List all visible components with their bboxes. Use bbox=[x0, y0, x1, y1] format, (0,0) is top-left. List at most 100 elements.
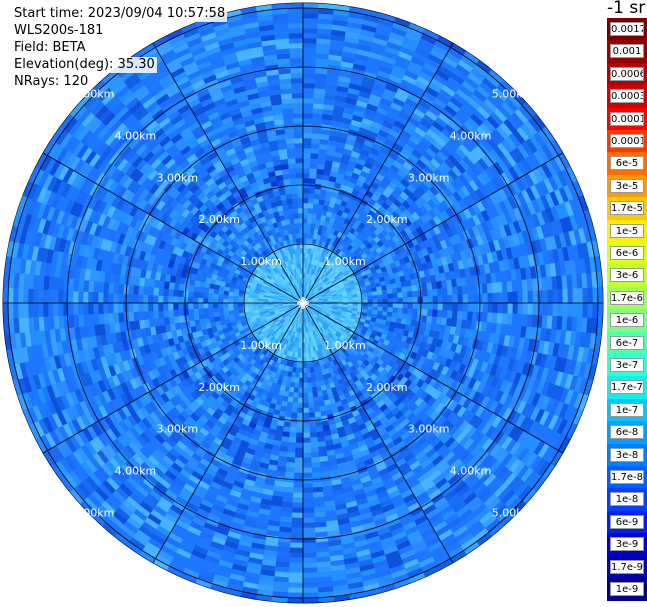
ppi-cell bbox=[227, 298, 234, 304]
ppi-cell bbox=[7, 287, 14, 304]
ppi-cell bbox=[137, 311, 145, 321]
ppi-cell bbox=[302, 462, 312, 469]
ppi-cell bbox=[289, 557, 304, 564]
ppi-cell bbox=[127, 293, 134, 304]
ppi-cell bbox=[292, 492, 304, 499]
ppi-cell bbox=[294, 457, 304, 464]
ppi-cell bbox=[288, 562, 304, 569]
ppi-cell bbox=[302, 422, 310, 429]
ppi-cell bbox=[286, 401, 293, 408]
ppi-cell bbox=[291, 402, 299, 409]
ppi-cell bbox=[302, 582, 319, 589]
ppi-cell bbox=[208, 312, 215, 319]
ppi-cell bbox=[295, 442, 304, 449]
ppi-cell bbox=[162, 295, 169, 304]
ppi-cell bbox=[162, 302, 169, 311]
ppi-cell bbox=[310, 451, 320, 459]
ppi-cell bbox=[302, 387, 308, 394]
ppi-cell bbox=[157, 310, 165, 319]
ppi-cell bbox=[472, 302, 479, 313]
ppi-cell bbox=[290, 527, 304, 534]
ppi-cell bbox=[288, 437, 297, 444]
ppi-cell bbox=[293, 387, 299, 394]
ppi-cell bbox=[302, 432, 311, 439]
ppi-cell bbox=[197, 307, 204, 315]
ppi-cell bbox=[417, 302, 424, 310]
ppi-cell bbox=[292, 497, 304, 504]
ppi-cell bbox=[97, 292, 104, 304]
ppi-cell bbox=[237, 305, 244, 311]
ppi-cell bbox=[302, 552, 317, 559]
ppi-cell bbox=[12, 287, 19, 304]
ppi-cell bbox=[294, 452, 304, 459]
ppi-cell bbox=[290, 522, 304, 529]
ppi-cell bbox=[117, 293, 124, 304]
ppi-cell bbox=[187, 290, 194, 298]
ppi-cell bbox=[291, 407, 298, 414]
ppi-cell bbox=[397, 307, 404, 314]
ppi-cell bbox=[387, 302, 394, 308]
ppi-cell bbox=[47, 302, 54, 317]
ppi-cell bbox=[203, 312, 210, 319]
ppi-cell bbox=[203, 287, 210, 294]
ppi-cell bbox=[172, 289, 179, 297]
ppi-cell bbox=[310, 371, 315, 378]
ppi-cell bbox=[293, 467, 304, 474]
ppi-cell bbox=[102, 302, 109, 314]
ppi-cell bbox=[311, 386, 318, 393]
ppi-cell bbox=[292, 502, 304, 509]
ppi-cell bbox=[302, 517, 315, 524]
ppi-cell bbox=[294, 462, 304, 469]
ppi-cell bbox=[3, 287, 9, 304]
ppi-cell bbox=[306, 367, 311, 374]
ppi-cell bbox=[182, 296, 189, 304]
ppi-cell bbox=[302, 417, 310, 424]
ppi-cell bbox=[382, 302, 389, 308]
ppi-cell bbox=[507, 302, 514, 315]
ppi-cell bbox=[217, 293, 224, 300]
ppi-cell bbox=[147, 302, 154, 312]
ppi-cell bbox=[157, 295, 164, 304]
ppi-cell bbox=[297, 397, 304, 404]
ppi-cell bbox=[217, 298, 224, 304]
ppi-cell bbox=[302, 502, 314, 509]
ppi-cell bbox=[527, 302, 534, 316]
ppi-cell bbox=[552, 302, 559, 317]
ppi-cell bbox=[362, 302, 369, 307]
ppi-cell bbox=[77, 302, 84, 316]
ppi-cell bbox=[167, 295, 174, 304]
ppi-cell bbox=[293, 477, 304, 484]
ppi-cell bbox=[77, 290, 84, 304]
ppi-cell bbox=[532, 302, 539, 316]
ppi-cell bbox=[52, 302, 59, 317]
ppi-cell bbox=[592, 302, 599, 319]
ppi-cell bbox=[290, 412, 298, 419]
ppi-cell bbox=[102, 292, 109, 304]
ppi-cell bbox=[302, 567, 318, 574]
ppi-cell bbox=[302, 482, 313, 489]
ppi-cell bbox=[197, 302, 204, 309]
ppi-cell bbox=[287, 396, 294, 403]
ppi-cell bbox=[285, 461, 295, 469]
ppi-cell bbox=[118, 283, 125, 294]
ppi-cell bbox=[307, 392, 314, 399]
ppi-cell bbox=[522, 302, 529, 316]
ppi-cell bbox=[232, 299, 239, 304]
ppi-cell bbox=[177, 289, 184, 297]
ppi-cell bbox=[517, 302, 524, 315]
ppi-cell bbox=[72, 290, 79, 304]
ppi-cell bbox=[197, 291, 204, 299]
ppi-cell bbox=[137, 302, 144, 312]
ppi-cell bbox=[295, 432, 304, 439]
ppi-cell bbox=[117, 302, 124, 313]
ppi-cell bbox=[461, 311, 469, 321]
ppi-cell bbox=[207, 307, 214, 314]
ppi-cell bbox=[392, 302, 399, 309]
ppi-cell bbox=[407, 308, 414, 315]
ppi-cell bbox=[311, 461, 321, 469]
ppi-cell bbox=[392, 307, 399, 314]
ppi-cell bbox=[3, 302, 9, 319]
ppi-cell bbox=[152, 294, 159, 304]
ppi-cell bbox=[442, 302, 449, 311]
ppi-cell bbox=[207, 292, 214, 299]
